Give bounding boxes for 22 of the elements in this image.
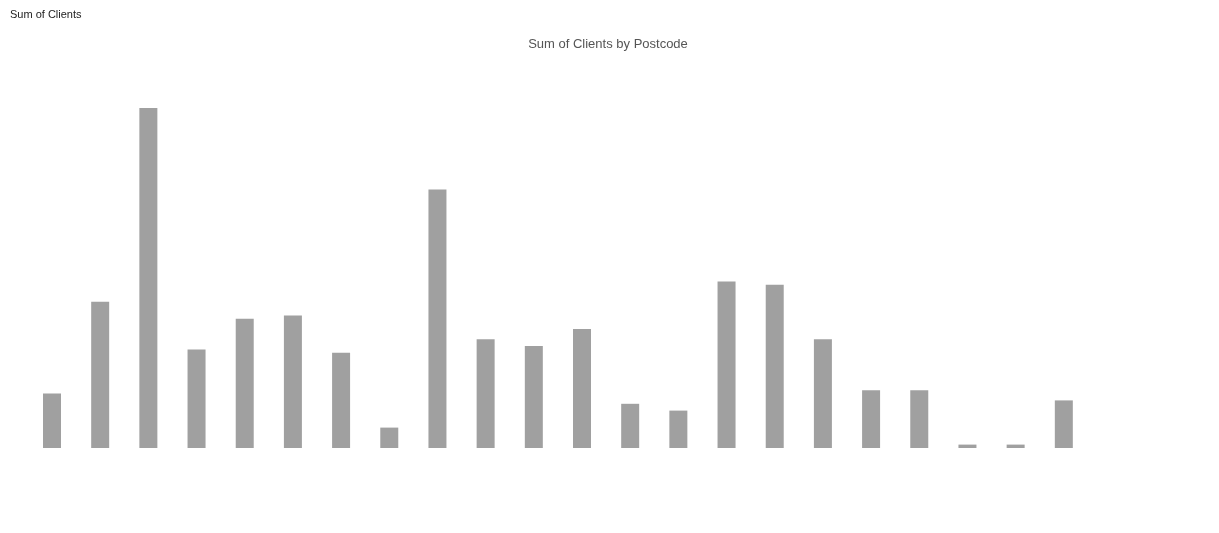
bar xyxy=(669,410,688,448)
bar xyxy=(717,281,736,448)
bar xyxy=(187,349,206,448)
bar xyxy=(765,284,784,448)
bar xyxy=(283,315,302,448)
bar xyxy=(813,339,832,448)
bar xyxy=(1054,400,1073,448)
bar xyxy=(428,189,447,448)
bar xyxy=(43,393,61,448)
bar xyxy=(862,390,881,448)
bar xyxy=(621,403,640,448)
bar xyxy=(910,390,929,448)
chart-title: Sum of Clients by Postcode xyxy=(527,36,689,51)
bar xyxy=(573,329,591,448)
text: Sum of Clients xyxy=(10,8,82,20)
bar xyxy=(332,352,351,448)
bar xyxy=(524,346,543,448)
bar xyxy=(476,339,495,448)
bar xyxy=(139,108,158,448)
bar xyxy=(235,318,254,448)
bar xyxy=(380,427,399,448)
bar xyxy=(91,301,110,448)
